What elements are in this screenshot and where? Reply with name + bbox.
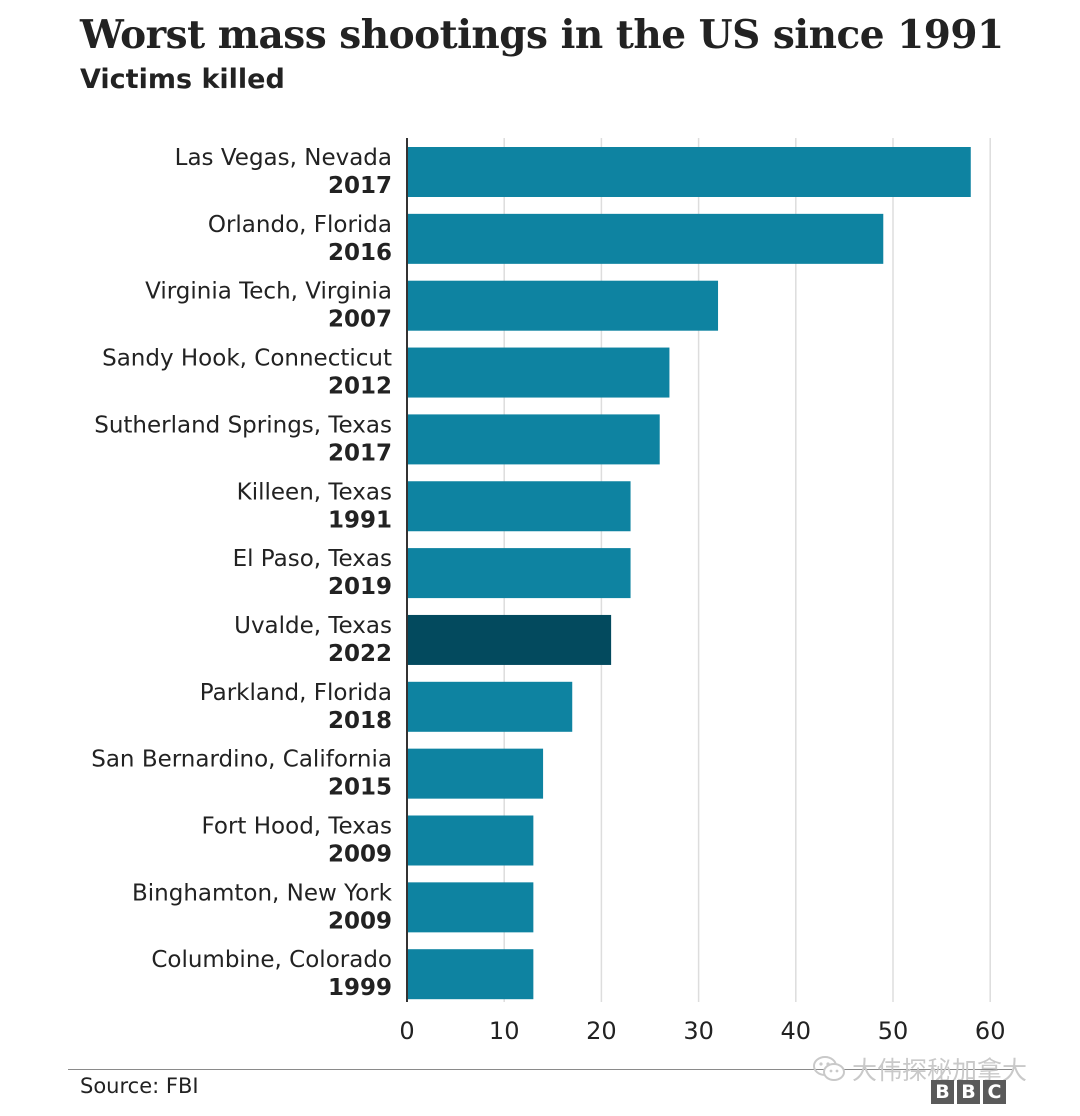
category-year: 2019 — [328, 574, 392, 600]
logo-letter: B — [957, 1080, 980, 1104]
bar — [407, 949, 534, 1000]
category-label: Sandy Hook, Connecticut — [102, 346, 392, 372]
source-note: Source: FBI — [80, 1074, 199, 1098]
bar — [407, 681, 573, 732]
category-year: 2016 — [328, 240, 392, 266]
category-label: Killeen, Texas — [237, 479, 392, 505]
x-tick-label: 10 — [489, 1017, 520, 1045]
bar — [407, 614, 612, 665]
category-year: 1991 — [328, 507, 392, 533]
category-label: Las Vegas, Nevada — [175, 145, 392, 171]
bar — [407, 815, 534, 866]
category-year: 2015 — [328, 775, 392, 801]
bar — [407, 147, 971, 197]
bar — [407, 213, 884, 264]
category-year: 2012 — [328, 374, 392, 400]
bbc-logo: B B C — [931, 1080, 1006, 1104]
category-year: 2007 — [328, 307, 392, 333]
category-label: Parkland, Florida — [200, 680, 392, 706]
bar — [407, 414, 660, 465]
bar — [407, 280, 719, 331]
logo-letter: C — [983, 1080, 1006, 1104]
bar — [407, 748, 544, 799]
bar — [407, 481, 631, 532]
x-tick-label: 40 — [781, 1017, 812, 1045]
bar — [407, 548, 631, 599]
category-year: 1999 — [328, 975, 392, 1001]
category-year: 2018 — [328, 708, 392, 734]
category-label: Columbine, Colorado — [151, 947, 392, 973]
category-label: El Paso, Texas — [233, 546, 392, 572]
x-tick-label: 0 — [399, 1017, 414, 1045]
chart-subtitle: Victims killed — [80, 64, 285, 95]
x-tick-label: 50 — [878, 1017, 909, 1045]
x-tick-label: 30 — [683, 1017, 714, 1045]
footer-divider — [68, 1069, 1012, 1070]
category-label: Binghamton, New York — [132, 880, 393, 906]
category-label: Orlando, Florida — [208, 212, 392, 238]
bar — [407, 347, 670, 398]
category-label: Sutherland Springs, Texas — [94, 412, 392, 438]
wechat-icon — [813, 1056, 845, 1081]
x-tick-label: 20 — [586, 1017, 617, 1045]
category-year: 2017 — [328, 173, 392, 199]
category-label: San Bernardino, California — [91, 747, 392, 773]
category-year: 2017 — [328, 440, 392, 466]
category-year: 2022 — [328, 641, 392, 667]
category-label: Uvalde, Texas — [234, 613, 392, 639]
category-year: 2009 — [328, 842, 392, 868]
category-label: Fort Hood, Texas — [201, 814, 392, 840]
category-year: 2009 — [328, 908, 392, 934]
category-label: Virginia Tech, Virginia — [145, 279, 392, 305]
bar — [407, 882, 534, 933]
logo-letter: B — [931, 1080, 954, 1104]
x-tick-label: 60 — [975, 1017, 1006, 1045]
chart-title: Worst mass shootings in the US since 199… — [80, 12, 1004, 58]
